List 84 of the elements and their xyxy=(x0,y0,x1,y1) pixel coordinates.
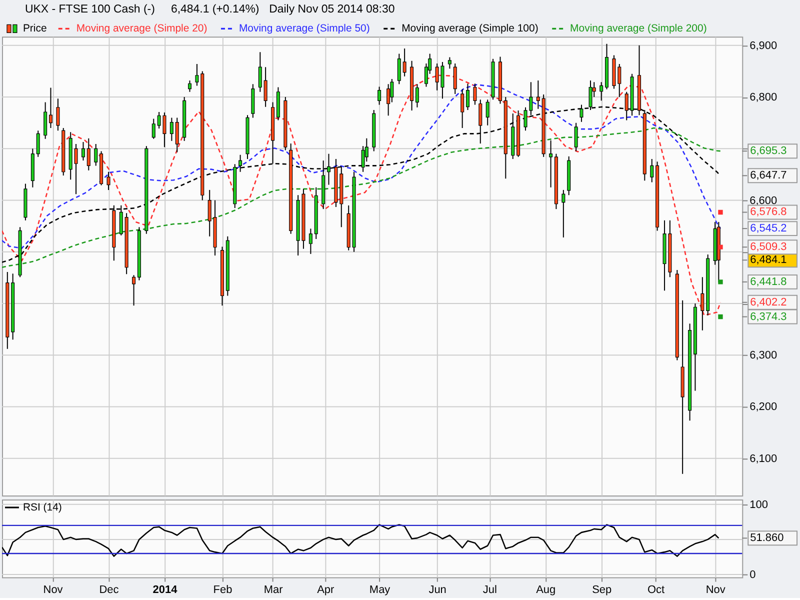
candlestick xyxy=(258,52,262,92)
candlestick xyxy=(466,83,470,110)
candlestick xyxy=(188,80,192,92)
candlestick xyxy=(106,171,110,190)
candlestick xyxy=(549,140,553,188)
y-tick-label: 0 xyxy=(750,568,756,581)
candlestick xyxy=(574,122,578,152)
candlestick xyxy=(486,99,490,126)
x-tick-label: Jun xyxy=(428,584,446,596)
candlestick xyxy=(81,141,85,162)
candlestick xyxy=(152,118,156,140)
candlestick xyxy=(397,53,401,85)
candlestick xyxy=(48,87,52,129)
point xyxy=(718,280,723,284)
line-series xyxy=(2,127,722,268)
candlestick xyxy=(308,228,312,254)
chart-subtitle: 6,484.1 (+0.14%) xyxy=(170,4,260,16)
candlestick xyxy=(536,80,540,110)
candlestick xyxy=(448,56,452,70)
candlestick xyxy=(175,117,179,153)
candlestick xyxy=(170,117,174,142)
y-tick-label: 6,200 xyxy=(750,401,778,414)
candlestick xyxy=(264,66,268,108)
line-series xyxy=(2,524,720,557)
legend-label: Moving average (Simple 100) xyxy=(402,24,538,35)
candlestick xyxy=(618,64,622,98)
y-tick-label: 100 xyxy=(750,498,768,511)
y-tick-label: 6,484.1 xyxy=(750,254,787,266)
point xyxy=(718,244,723,250)
x-tick-label: Mar xyxy=(264,584,284,596)
y-tick-label: 6,374.3 xyxy=(750,310,787,323)
y-tick-label: 6,300 xyxy=(750,350,778,362)
legend-label: Price xyxy=(22,24,47,35)
x-tick-label: Nov xyxy=(706,584,726,596)
x-tick-label: Dec xyxy=(99,584,120,596)
candlestick xyxy=(36,130,40,158)
point xyxy=(718,314,723,320)
y-tick-label: 6,441.8 xyxy=(750,276,787,288)
candlestick xyxy=(460,88,464,129)
x-tick-label: Aug xyxy=(536,584,556,596)
y-tick-label: 6,695.3 xyxy=(750,145,787,158)
y-tick-label: 6,600 xyxy=(750,194,778,207)
x-tick-label: May xyxy=(369,584,391,596)
y-tick-label: 6,576.8 xyxy=(750,206,787,218)
x-tick-label: Sep xyxy=(592,584,612,596)
candlestick xyxy=(700,276,704,331)
candlestick xyxy=(44,102,48,140)
candlestick xyxy=(600,82,604,102)
y-tick-label: 6,402.2 xyxy=(750,296,787,308)
x-tick-label: Oct xyxy=(647,584,665,596)
x-tick-label: Jul xyxy=(482,584,497,596)
candlestick xyxy=(132,274,136,306)
candlestick xyxy=(378,86,382,106)
legend-label: Moving average (Simple 200) xyxy=(570,24,707,35)
candlestick xyxy=(195,64,199,86)
y-tick-label: 6,800 xyxy=(750,92,778,104)
y-tick-label: 6,545.2 xyxy=(750,222,787,235)
legend-label: Moving average (Simple 20) xyxy=(76,24,208,35)
x-tick-label: Nov xyxy=(43,584,64,596)
candlestick xyxy=(415,84,419,108)
text: Daily Nov 05 2014 08:30 xyxy=(269,4,395,16)
y-tick-label: 6,900 xyxy=(750,40,778,52)
candlestick xyxy=(119,204,123,236)
x-tick-label: Apr xyxy=(317,584,335,596)
x-tick-label: Feb xyxy=(213,584,232,596)
candlestick xyxy=(238,154,242,172)
candlestick xyxy=(402,48,406,77)
candlestick xyxy=(562,189,566,238)
candlestick xyxy=(86,138,90,171)
y-tick-label: 51.860 xyxy=(750,532,784,544)
candlestick xyxy=(94,144,98,166)
candlestick xyxy=(453,62,457,94)
legend-label: RSI (14) xyxy=(22,502,62,514)
y-tick-label: 6,100 xyxy=(750,452,778,465)
candlestick xyxy=(473,83,477,106)
candlestick xyxy=(56,98,60,132)
y-tick-label: 6,509.3 xyxy=(750,241,787,254)
candlestick xyxy=(327,153,330,186)
chart-title: UKX - FTSE 100 Cash (-) xyxy=(24,4,156,16)
candlestick xyxy=(650,158,654,183)
point xyxy=(718,210,723,215)
legend-label: Moving average (Simple 50) xyxy=(238,24,370,35)
x-tick-label: 2014 xyxy=(152,584,178,596)
y-tick-label: 6,647.7 xyxy=(750,170,787,182)
